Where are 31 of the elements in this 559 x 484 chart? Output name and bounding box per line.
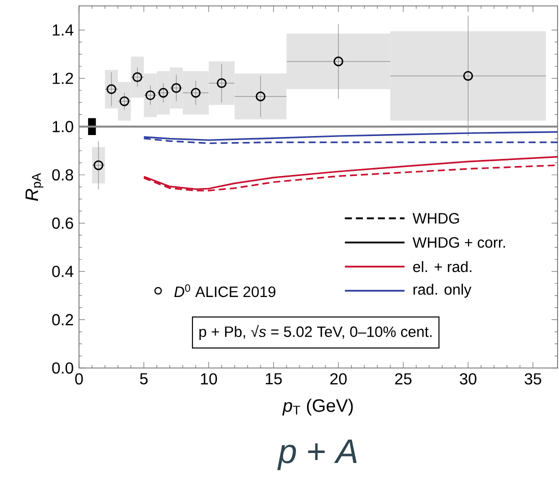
x-axis-title: p$_{T}$ (GeV) [282, 398, 353, 416]
annotation: WHDG [412, 213, 459, 224]
text: p + A [277, 440, 357, 470]
annotation: p + Pb, √s = 5.02 TeV, 0–10% cent. [199, 325, 432, 340]
annotation: WHDG + corr. [412, 237, 505, 248]
y-tick-label: 0.4 [52, 266, 74, 278]
point [119, 96, 130, 106]
x-tick-label: 5 [140, 373, 148, 384]
legend-label: el. + rad. [413, 261, 472, 272]
y-tick-label: 0.6 [52, 217, 74, 229]
point [190, 88, 201, 98]
point [463, 71, 473, 81]
point [256, 92, 266, 102]
x-tick-label: 20 [330, 373, 347, 385]
y-tick-label: 0.8 [52, 169, 74, 181]
y-axis-title: R$_{pA}$ [26, 173, 44, 201]
x-tick-label: 0 [75, 373, 83, 385]
x-tick-label: 15 [266, 373, 282, 384]
y-tick-label: 1.0 [52, 120, 74, 132]
point [216, 78, 227, 88]
x-tick-label: 30 [460, 373, 476, 385]
x-tick-label: 10 [201, 373, 217, 385]
x-tick-label: 25 [395, 373, 412, 385]
y-tick-label: 0.2 [52, 314, 73, 326]
y-tick-label: 1.2 [52, 72, 73, 84]
y-tick-label: 1.4 [52, 24, 74, 36]
legend-label: D$^{0}$ ALICE 2019 [174, 284, 276, 298]
point [334, 56, 344, 66]
y-tick-label: 0.0 [52, 362, 74, 374]
legend-label: rad. only [414, 284, 472, 298]
x-tick-label: 35 [524, 373, 542, 385]
